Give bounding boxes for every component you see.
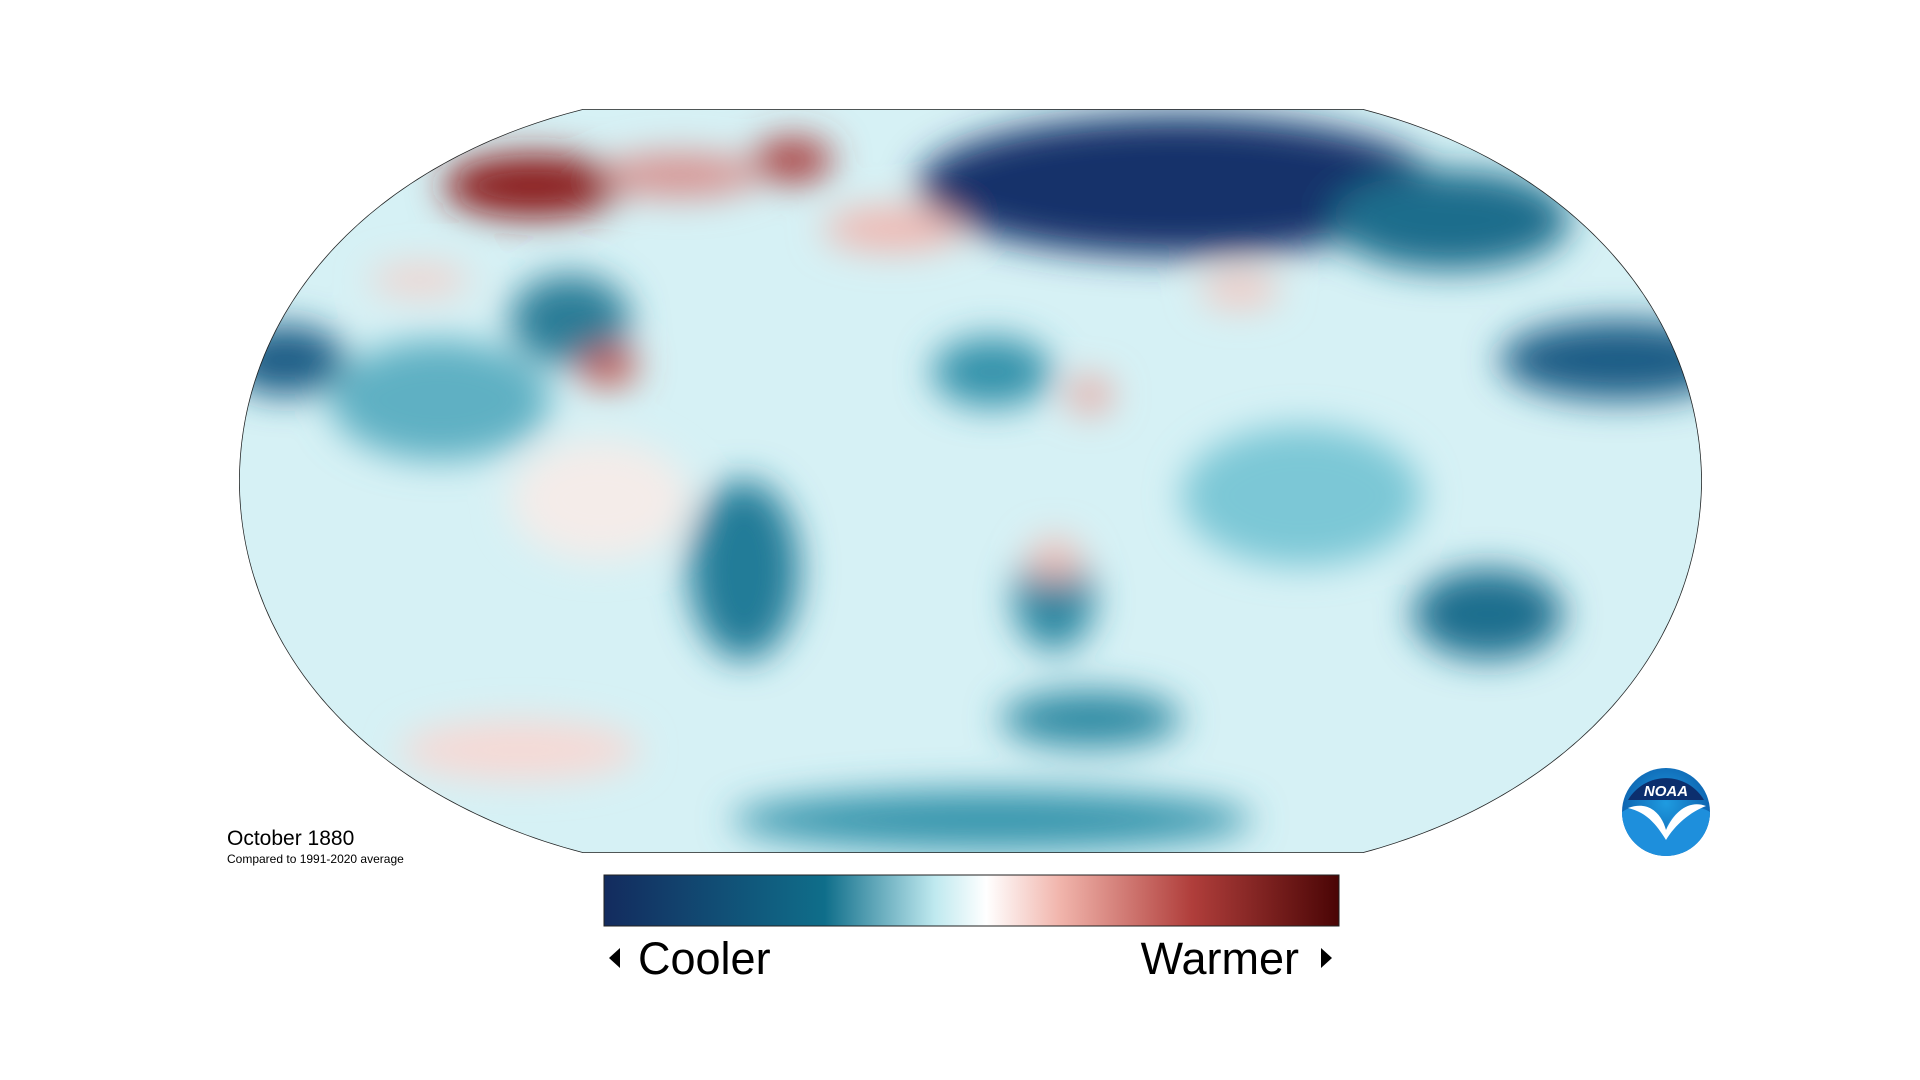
legend-low-label: Cooler xyxy=(638,933,771,984)
map xyxy=(239,109,1702,853)
warmer-arrow xyxy=(1321,948,1332,968)
cooler-arrow xyxy=(609,948,620,968)
noaa-logo: NOAA xyxy=(1622,768,1710,856)
legend-high-label: Warmer xyxy=(1141,933,1299,984)
logo-text: NOAA xyxy=(1644,783,1688,800)
map-subtitle: Compared to 1991-2020 average xyxy=(227,852,404,866)
map-title: October 1880 xyxy=(227,827,354,850)
color-bar xyxy=(603,874,1340,927)
